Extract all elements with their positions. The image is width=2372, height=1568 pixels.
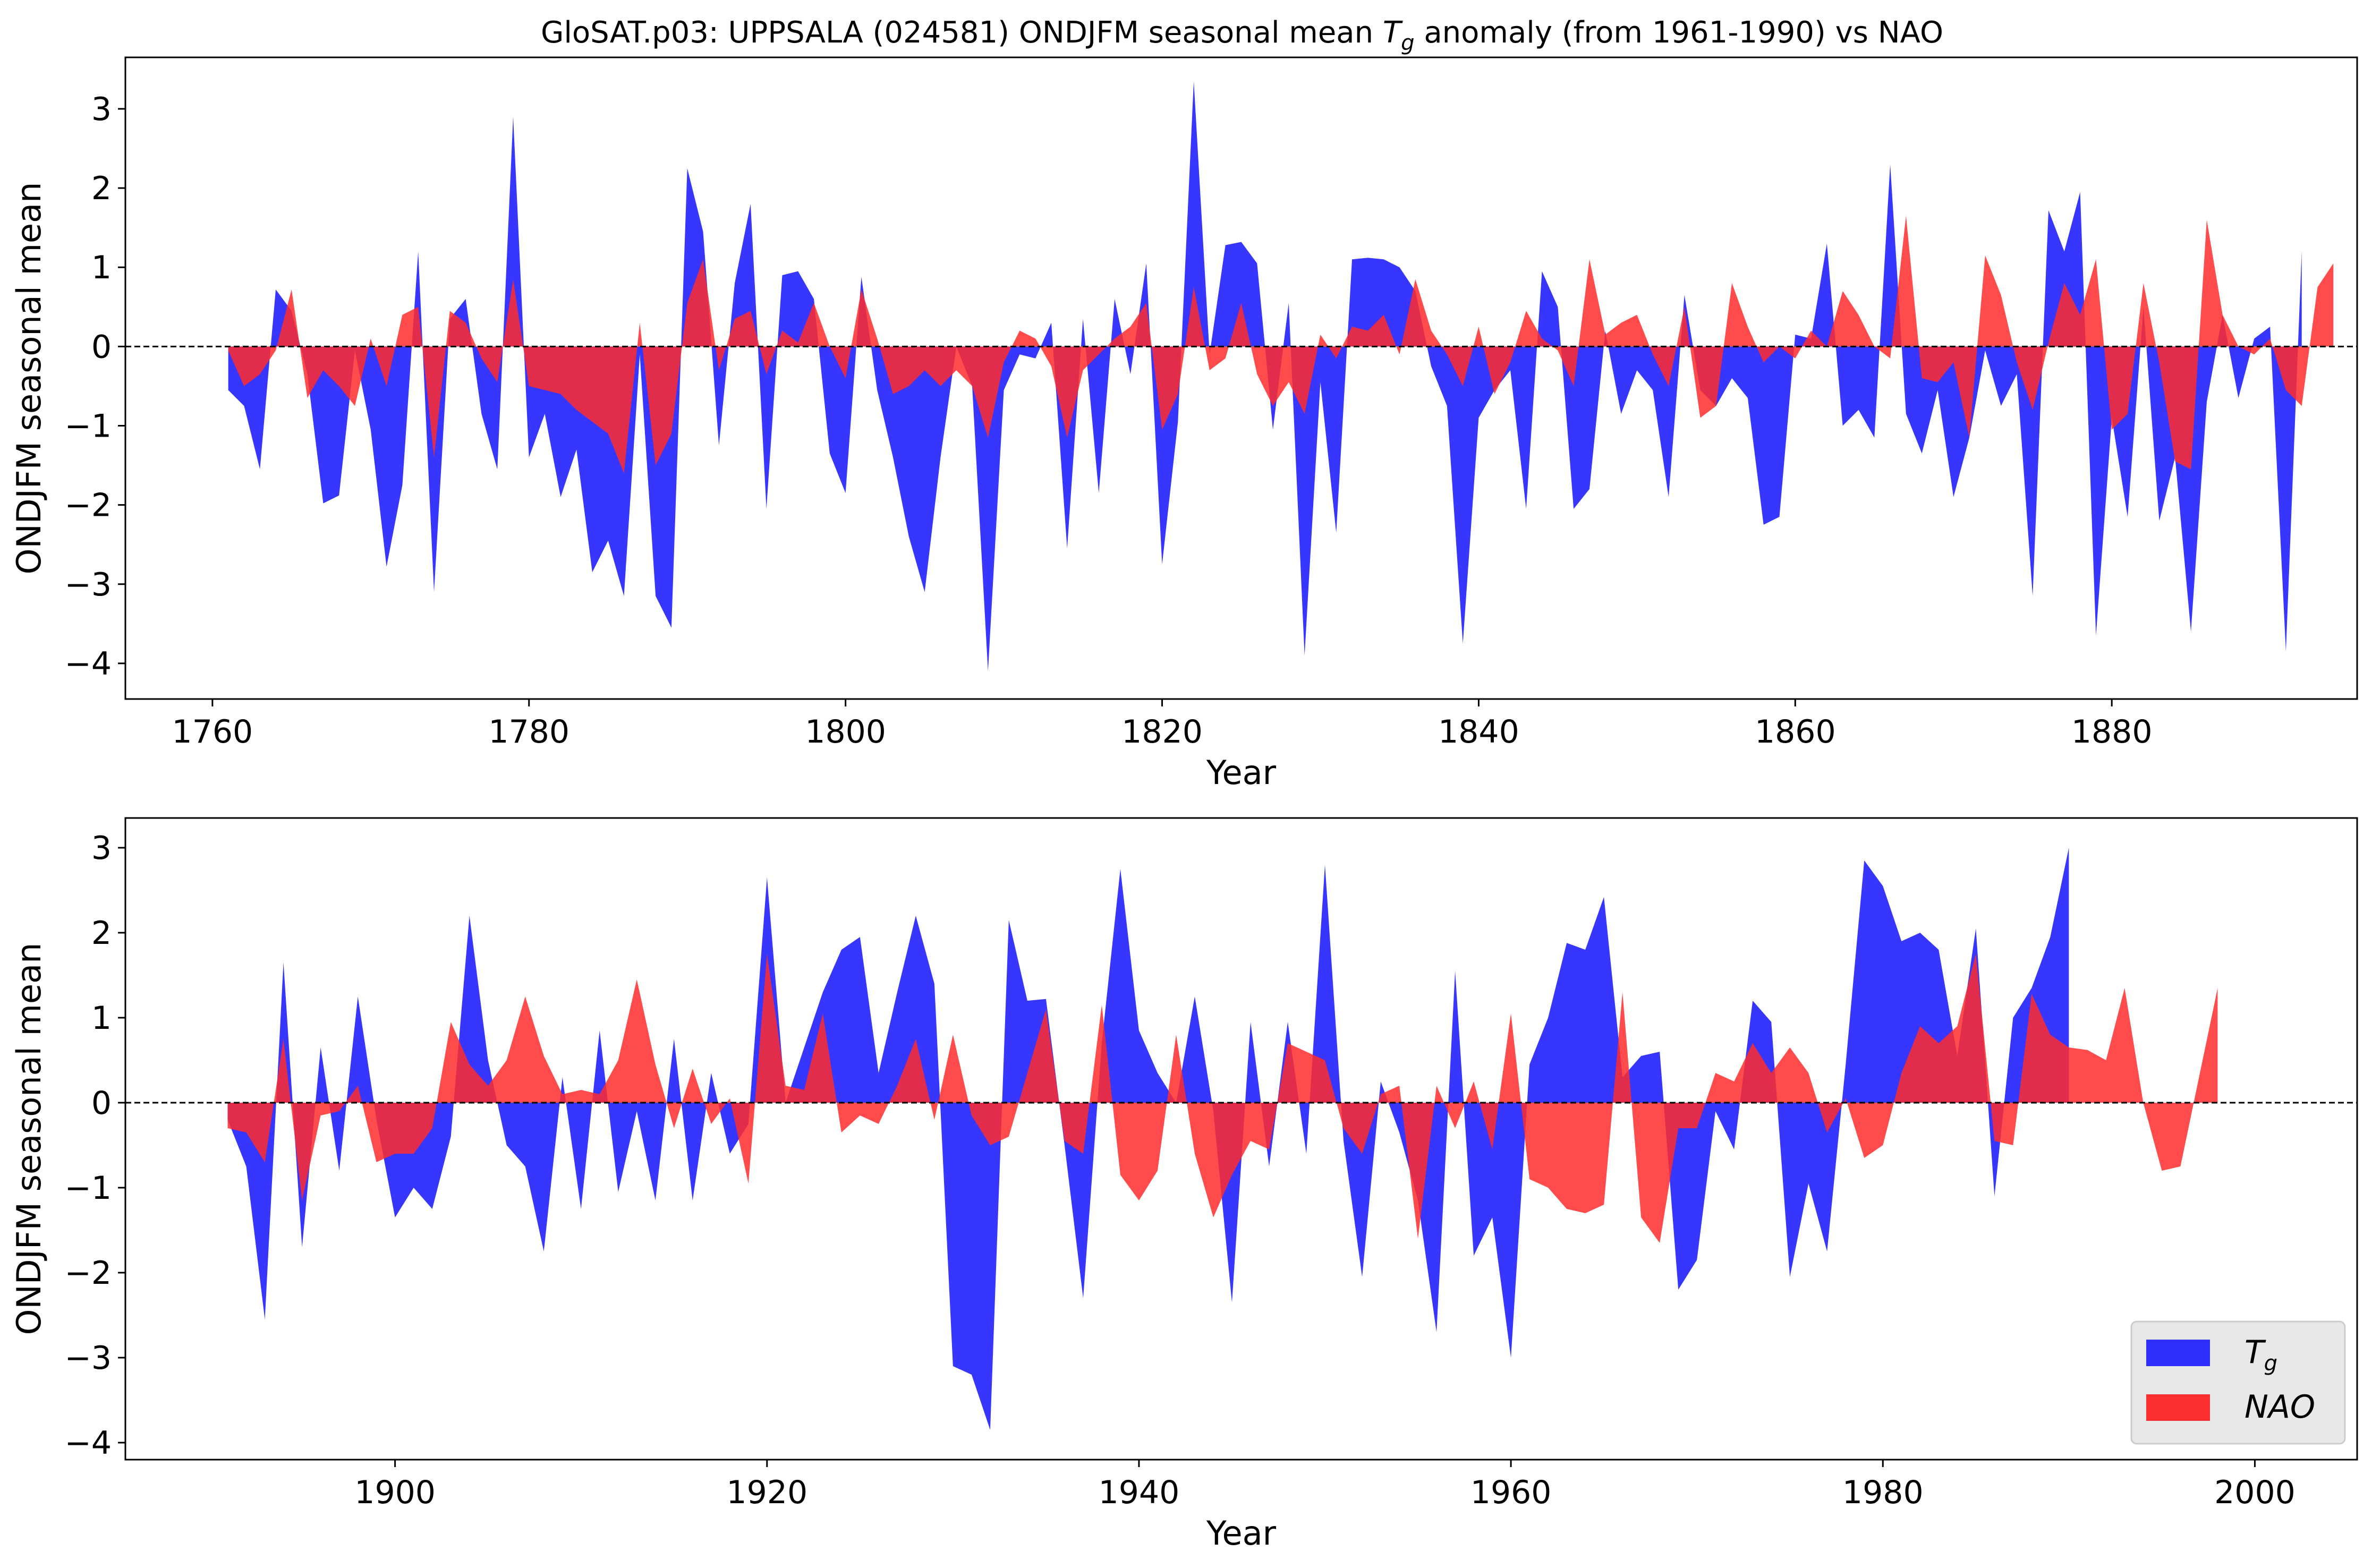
title-var: T (1383, 15, 1403, 50)
y-axis-label: ONDJFM seasonal mean (10, 943, 48, 1335)
x-axis-label: Year (1206, 753, 1277, 792)
legend-label-tg: Tg (2245, 1334, 2277, 1376)
y-tick-label: 0 (91, 328, 112, 365)
top-panel: 1760 1780 1800 1820 1840 1860 1880 −4 −3 −2 −1 0 1 2 3… (10, 56, 2358, 792)
x-tick-label: 1760 (172, 713, 253, 751)
y-tick-label: 3 (91, 91, 112, 128)
chart-title: GloSAT.p03: UPPSALA (024581) ONDJFM seas… (541, 15, 1943, 55)
y-tick-label: −1 (65, 407, 112, 445)
y-tick-label: 0 (91, 1085, 112, 1122)
y-tick-label: 2 (91, 170, 112, 207)
x-tick-label: 1940 (1099, 1474, 1180, 1511)
x-tick-label: 2000 (2214, 1474, 2296, 1511)
y-tick-label: −4 (65, 645, 112, 683)
axes-frame (124, 56, 2358, 700)
bottom-panel: 1900 1920 1940 1960 1980 2000 −4 −3 −2 −1 0 1 2 3 Year… (10, 817, 2358, 1553)
x-tick-label: 1840 (1438, 713, 1519, 751)
x-axis-label: Year (1206, 1514, 1277, 1553)
x-tick-label: 1800 (805, 713, 886, 751)
y-tick-label: −1 (65, 1170, 112, 1207)
title-var-subscript: g (1401, 31, 1414, 55)
y-axis-label: ONDJFM seasonal mean (10, 182, 48, 575)
legend-swatch-tg (2146, 1340, 2210, 1366)
y-tick-label: −3 (65, 566, 112, 603)
x-tick-label: 1900 (354, 1474, 436, 1511)
y-tick-label: 3 (91, 830, 112, 867)
plot-area (227, 848, 2218, 1430)
axes-frame (124, 817, 2358, 1461)
title-suffix: anomaly (from 1961-1990) vs NAO (1415, 15, 1944, 50)
x-tick-label: 1860 (1755, 713, 1836, 751)
x-tick-label: 1880 (2071, 713, 2153, 751)
y-tick-label: −2 (65, 1255, 112, 1292)
y-tick-label: 1 (91, 249, 112, 286)
y-tick-label: 2 (91, 915, 112, 952)
x-tick-label: 1980 (1842, 1474, 1924, 1511)
plot-area (228, 81, 2334, 671)
x-tick-label: 1960 (1470, 1474, 1552, 1511)
series-area-tg (227, 848, 2069, 1430)
x-tick-label: 1920 (726, 1474, 807, 1511)
legend-swatch-nao (2146, 1394, 2210, 1421)
legend-label-nao: NAO (2245, 1388, 2315, 1426)
series-area-nao (227, 954, 2218, 1243)
legend: Tg NAO (2130, 1320, 2346, 1445)
y-tick-label: 1 (91, 1000, 112, 1037)
x-tick-label: 1820 (1121, 713, 1203, 751)
y-tick-label: −4 (65, 1425, 112, 1462)
y-tick-label: −3 (65, 1340, 112, 1377)
y-tick-label: −2 (65, 487, 112, 524)
series-area-tg (228, 81, 2302, 671)
title-prefix: GloSAT.p03: UPPSALA (024581) ONDJFM seas… (541, 15, 1383, 50)
x-tick-label: 1780 (488, 713, 569, 751)
series-area-nao (228, 216, 2334, 473)
